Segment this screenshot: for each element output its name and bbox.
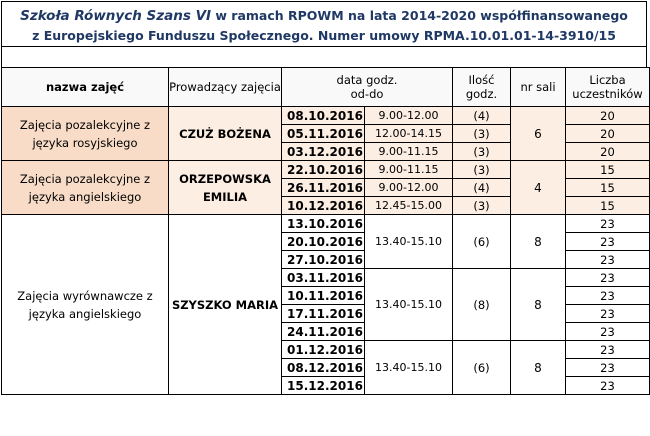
session-hours: (4) [452,178,511,197]
session-hours: (8) [452,268,511,341]
session-date: 22.10.2016 [281,160,365,179]
table-row: 03.11.2016 13.40-15.10 (8) 8 23 [2,268,650,341]
session-date: 27.10.2016 [281,250,365,269]
session-date: 08.12.2016 [281,358,365,377]
session-hours: (3) [452,124,511,143]
session-time: 9.00-11.15 [364,160,453,179]
session-hours: (4) [452,106,511,125]
room-number: 8 [510,214,566,269]
session-time: 13.40-15.10 [364,268,453,341]
table-row: 26.11.2016 9.00-12.00 (4) 15 [2,178,650,197]
col-header-date: data godz. od-do [281,67,453,107]
col-header-participants: Liczba uczestników [565,67,650,107]
header-line-1: Szkoła Równych Szans VI w ramach RPOWM n… [2,6,646,26]
participant-count: 23 [565,358,650,377]
table-row: 08.12.2016 23 [2,358,650,377]
table-row: Zajęcia wyrównawcze z języka angielskieg… [1,214,650,395]
session-date: 08.10.2016 [281,106,365,125]
participant-count: 20 [565,142,650,161]
participant-count: 23 [565,304,650,323]
session-date: 15.12.2016 [281,376,365,395]
course-name-russian: Zajęcia pozalekcyjne z języka rosyjskieg… [1,106,169,161]
participant-count: 23 [565,232,650,251]
session-time: 9.00-12.00 [364,178,453,197]
session-date: 03.12.2016 [281,142,365,161]
participant-count: 23 [565,376,650,395]
session-date: 10.11.2016 [281,286,365,305]
spacer-row [1,47,647,67]
session-date: 24.11.2016 [281,322,365,341]
participant-count: 23 [565,268,650,287]
participant-count: 23 [565,340,650,359]
table-row: Zajęcia pozalekcyjne z języka rosyjskieg… [1,106,650,161]
session-time: 13.40-15.10 [364,214,453,269]
leader-czuz: CZUŻ BOŻENA [168,106,282,161]
session-date: 26.11.2016 [281,178,365,197]
session-time: 9.00-12.00 [364,106,453,125]
participant-count: 23 [565,214,650,233]
participant-count: 23 [565,250,650,269]
participant-count: 15 [565,196,650,215]
room-number: 8 [510,340,566,395]
participant-count: 15 [565,178,650,197]
session-date: 17.11.2016 [281,304,365,323]
participant-count: 20 [565,124,650,143]
col-header-hours: Ilość godz. [452,67,511,107]
table-row: 10.12.2016 12.45-15.00 (3) 15 [2,196,650,215]
leader-szyszko: SZYSZKO MARIA [168,214,282,395]
header-line-2: z Europejskiego Funduszu Społecznego. Nu… [32,28,616,43]
course-name-english: Zajęcia pozalekcyjne z języka angielskie… [1,160,169,215]
session-hours: (3) [452,142,511,161]
session-date: 10.12.2016 [281,196,365,215]
session-hours: (3) [452,196,511,215]
table-row: 01.12.2016 13.40-15.10 (6) 8 23 [2,340,650,395]
participant-count: 20 [565,106,650,125]
schedule-table: nazwa zajęć Prowadzący zajęcia data godz… [1,67,650,395]
table-row: 24.11.2016 23 [2,322,650,341]
document-header: Szkoła Równych Szans VI w ramach RPOWM n… [1,1,647,47]
session-date: 20.10.2016 [281,232,365,251]
table-row: 27.10.2016 23 [2,250,650,269]
session-date: 13.10.2016 [281,214,365,233]
table-row: 05.11.2016 12.00-14.15 (3) 20 [2,124,650,143]
col-header-leader: Prowadzący zajęcia [168,67,282,107]
session-time: 9.00-11.15 [364,142,453,161]
session-time: 12.45-15.00 [364,196,453,215]
col-header-room: nr sali [510,67,566,107]
session-date: 05.11.2016 [281,124,365,143]
session-time: 13.40-15.10 [364,340,453,395]
project-name: Szkoła Równych Szans VI [20,8,212,24]
participant-count: 23 [565,286,650,305]
session-date: 01.12.2016 [281,340,365,359]
room-number: 8 [510,268,566,341]
leader-orzepowska: ORZEPOWSKA EMILIA [168,160,282,215]
session-date: 03.11.2016 [281,268,365,287]
table-row: 10.11.2016 23 [2,286,650,305]
participant-count: 23 [565,322,650,341]
header-line-1-rest: w ramach RPOWM na lata 2014-2020 współfi… [211,8,628,23]
room-number: 4 [510,160,566,215]
session-hours: (3) [452,160,511,179]
table-row: Zajęcia pozalekcyjne z języka angielskie… [1,160,650,215]
session-hours: (6) [452,214,511,269]
session-hours: (6) [452,340,511,395]
room-number: 6 [510,106,566,161]
participant-count: 15 [565,160,650,179]
table-row: 20.10.2016 23 [2,232,650,251]
course-name-remedial: Zajęcia wyrównawcze z języka angielskieg… [1,214,169,395]
col-header-name: nazwa zajęć [1,67,169,107]
table-row: 15.12.2016 23 [2,376,650,395]
session-time: 12.00-14.15 [364,124,453,143]
